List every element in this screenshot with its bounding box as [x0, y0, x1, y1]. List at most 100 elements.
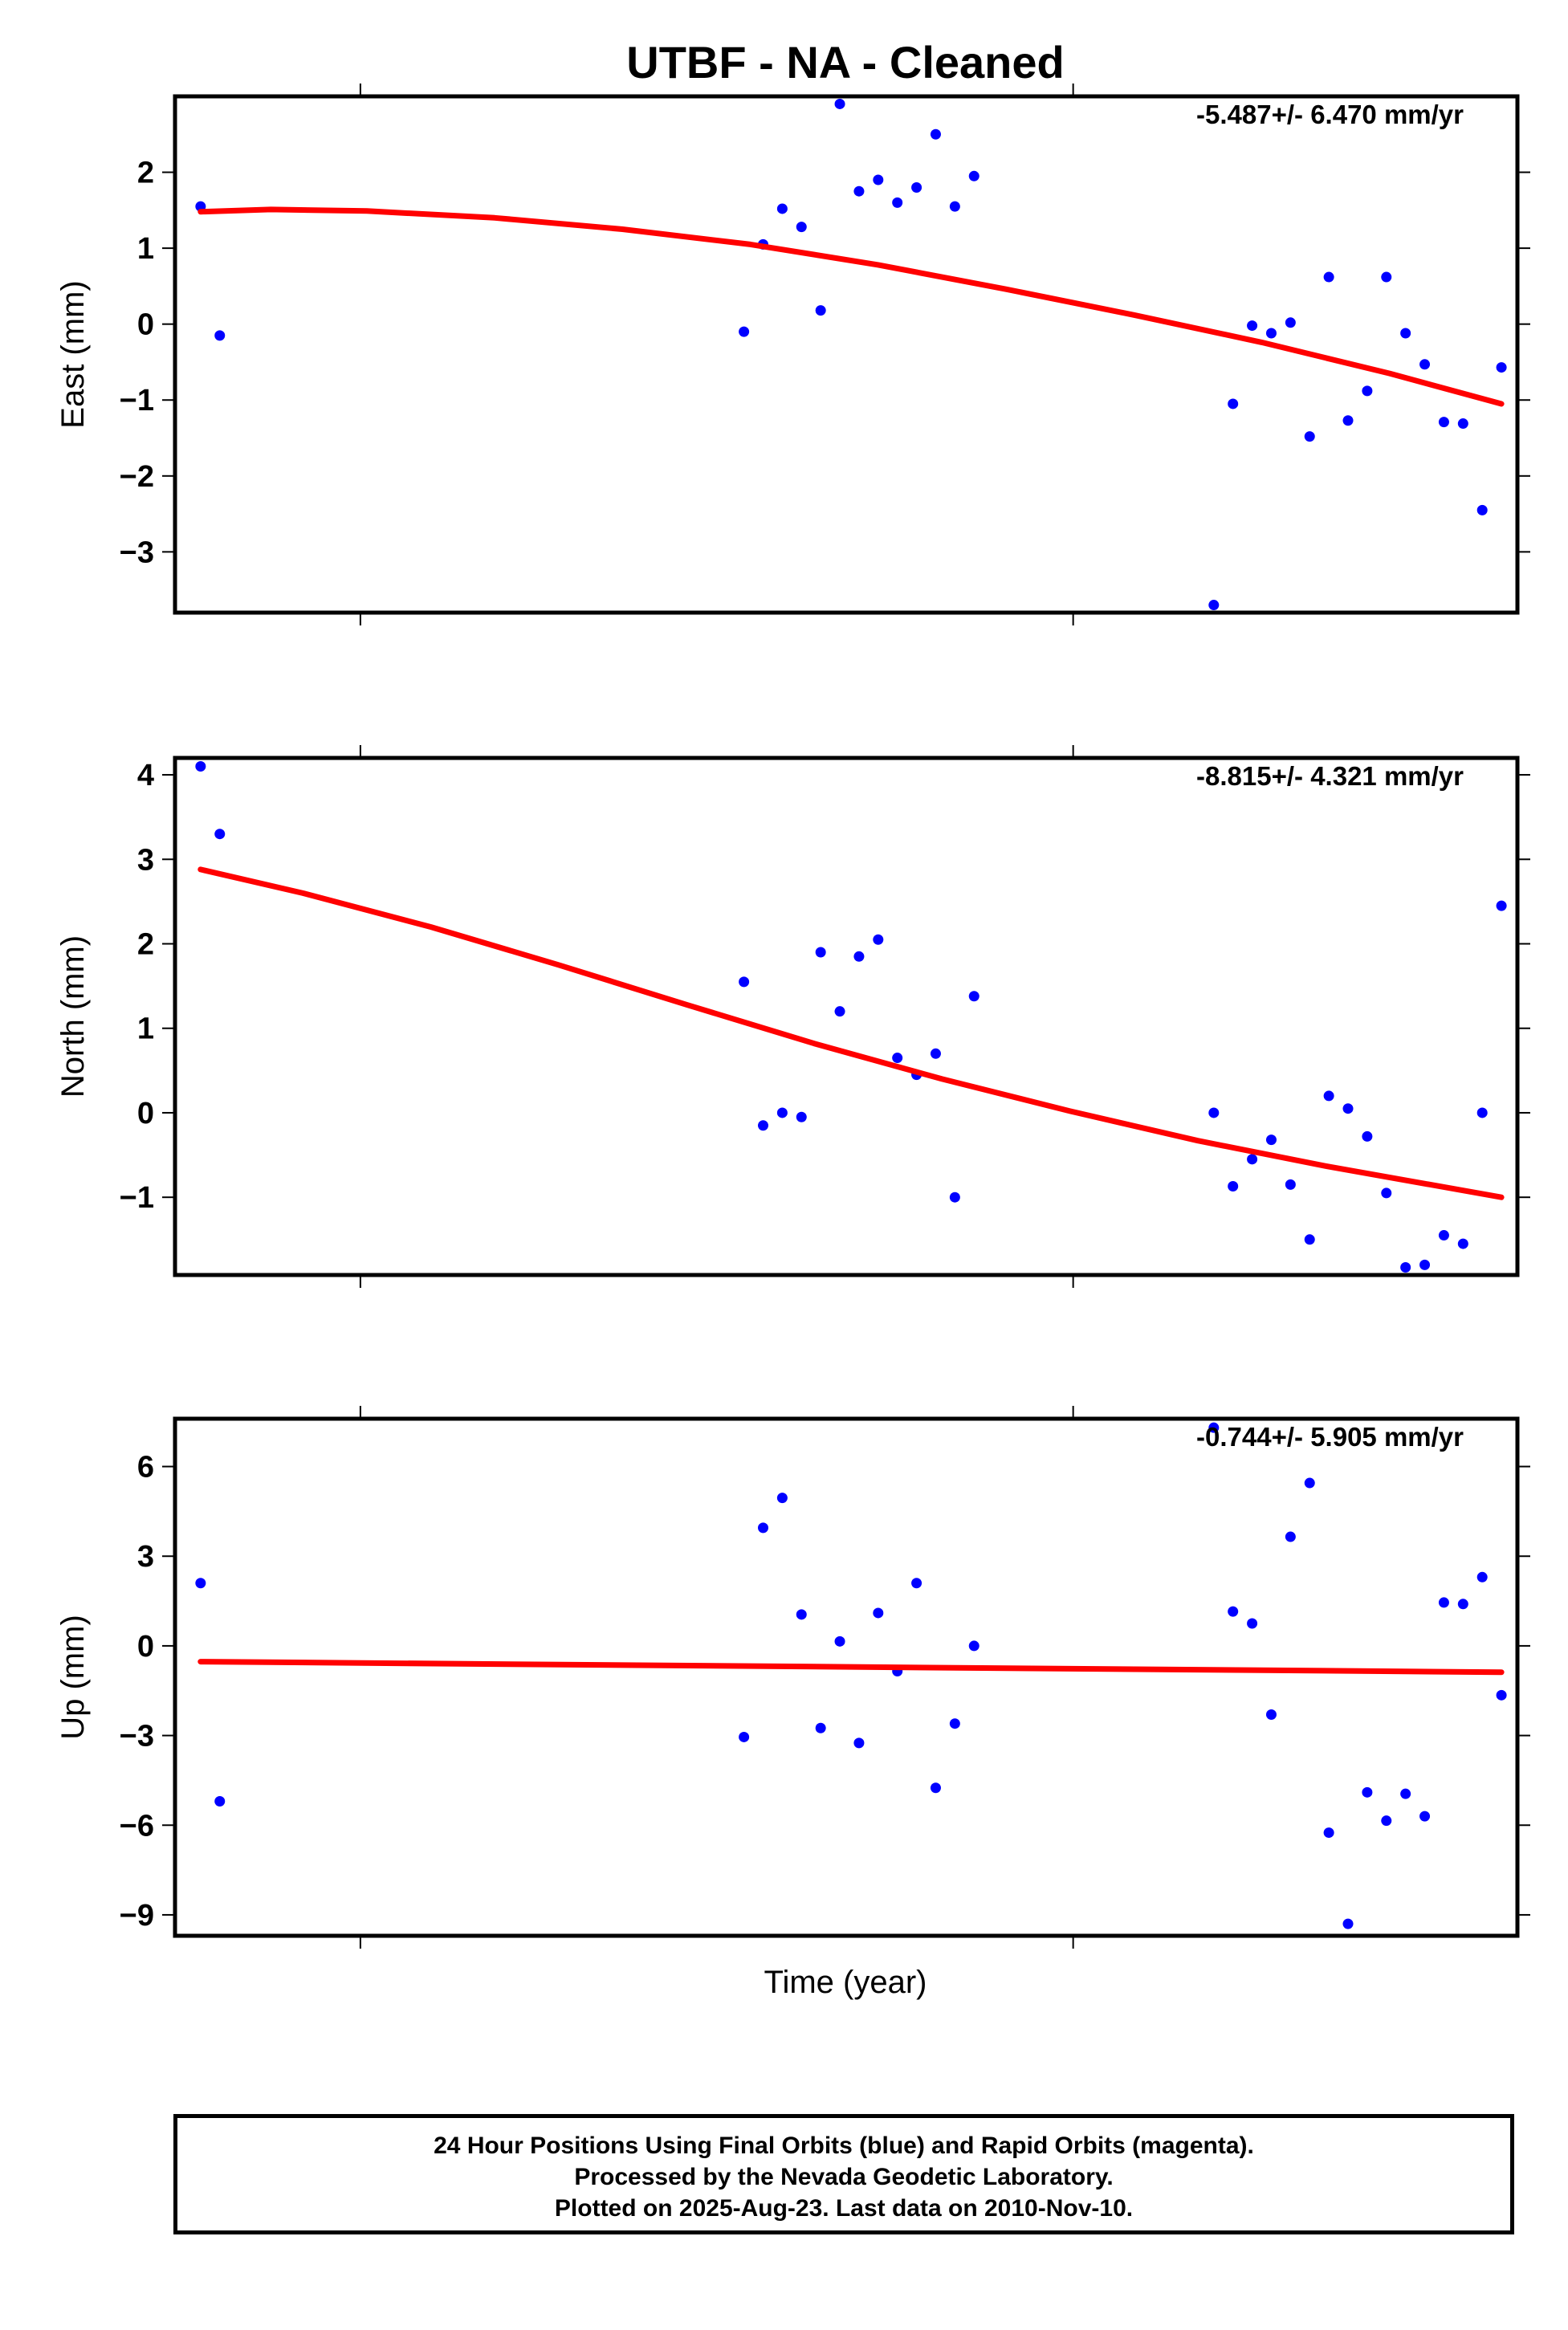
data-point [853, 185, 865, 197]
data-point [1285, 1179, 1296, 1190]
data-point [930, 1048, 941, 1059]
data-point [892, 197, 903, 208]
data-point [1381, 1815, 1392, 1827]
data-point [1362, 385, 1373, 397]
data-point [1247, 320, 1258, 332]
y-tick-label: 3 [137, 1540, 154, 1574]
data-point [834, 98, 845, 109]
data-point [1208, 1107, 1220, 1118]
data-point [757, 1522, 768, 1534]
data-point [1323, 271, 1334, 283]
data-point [214, 330, 226, 341]
data-point [949, 201, 960, 212]
data-point [911, 1578, 922, 1589]
y-tick-label: −2 [120, 460, 154, 494]
data-point [1381, 1187, 1392, 1199]
data-point [1342, 415, 1354, 426]
data-point [1476, 1107, 1488, 1118]
y-tick-label: 3 [137, 843, 154, 877]
data-point [949, 1718, 960, 1729]
data-point [1419, 359, 1431, 370]
data-point [1285, 317, 1296, 328]
data-point [1438, 1597, 1449, 1608]
data-point [796, 1111, 807, 1122]
y-tick-label: −1 [120, 1181, 154, 1215]
data-point [1476, 504, 1488, 515]
y-axis-label: Up (mm) [55, 1615, 91, 1740]
data-point [1208, 600, 1220, 611]
fit-line [198, 206, 1505, 407]
y-tick-label: −1 [120, 384, 154, 418]
data-point [1304, 1477, 1315, 1489]
data-point [911, 181, 922, 193]
data-point [214, 1795, 226, 1807]
data-point [834, 1006, 845, 1017]
caption-line-plotted: Plotted on 2025-Aug-23. Last data on 201… [554, 2195, 1134, 2222]
caption-box: 24 Hour Positions Using Final Orbits (bl… [173, 2114, 1514, 2234]
data-point [757, 1120, 768, 1131]
data-point [1208, 1422, 1220, 1433]
data-point [1438, 1230, 1449, 1241]
y-tick-label: −3 [120, 1720, 154, 1754]
data-point [873, 174, 884, 185]
data-point [739, 976, 750, 988]
data-point [1438, 417, 1449, 428]
data-point [776, 203, 788, 214]
data-point [1265, 1134, 1277, 1146]
up-panel: 6 3 0 −3 −6 −9 Up (mm) -0.744+/- 5.905 mm/yr [55, 1406, 1530, 1949]
y-tick-label: 0 [137, 1630, 154, 1664]
rate-label: -8.815+/- 4.321 mm/yr [1196, 761, 1464, 791]
y-tick-label: −3 [120, 536, 154, 569]
data-point [815, 1722, 826, 1733]
data-point [1228, 1606, 1239, 1617]
data-point [1342, 1918, 1354, 1929]
data-point [796, 222, 807, 233]
y-tick-label: 0 [137, 1097, 154, 1130]
y-tick-label: −9 [120, 1899, 154, 1933]
data-point [1457, 418, 1468, 430]
plot-frame [173, 756, 1520, 1277]
fit-line [198, 1659, 1505, 1676]
y-tick-label: 6 [137, 1451, 154, 1485]
data-point [815, 305, 826, 316]
rate-label: -0.744+/- 5.905 mm/yr [1196, 1422, 1464, 1452]
y-tick-label: −6 [120, 1809, 154, 1843]
caption-line-processed: Processed by the Nevada Geodetic Laborat… [574, 2164, 1114, 2190]
data-point [1362, 1786, 1373, 1798]
data-point [214, 829, 226, 840]
data-point [892, 1053, 903, 1064]
data-point [873, 1607, 884, 1619]
data-point [1400, 328, 1411, 339]
data-point [1400, 1262, 1411, 1273]
data-point [815, 947, 826, 958]
chart-title: UTBF - NA - Cleaned [626, 37, 1064, 88]
data-point [1285, 1531, 1296, 1542]
data-point [1419, 1811, 1431, 1822]
data-point [1228, 1181, 1239, 1192]
data-point [834, 1635, 845, 1647]
data-point [968, 991, 979, 1002]
data-point [1419, 1259, 1431, 1270]
data-point [930, 1782, 941, 1794]
data-point [968, 1640, 979, 1652]
y-axis-label: North (mm) [55, 935, 91, 1098]
east-panel: 2 1 0 −1 −2 −3 East (mm) -5.487+/- 6.470 mm/yr [55, 84, 1530, 625]
data-point [1496, 1689, 1507, 1701]
data-point [1496, 900, 1507, 911]
data-point [1323, 1090, 1334, 1102]
data-point [1400, 1788, 1411, 1799]
data-point [949, 1191, 960, 1203]
plot-frame [173, 1416, 1520, 1938]
data-point [739, 326, 750, 337]
data-point [796, 1609, 807, 1620]
data-point [1342, 1103, 1354, 1114]
data-point [853, 951, 865, 962]
data-point [776, 1493, 788, 1504]
data-point [1265, 1709, 1277, 1721]
data-point [1304, 1234, 1315, 1245]
data-point [873, 934, 884, 945]
y-tick-label: 0 [137, 308, 154, 342]
data-point [930, 128, 941, 140]
data-point [853, 1737, 865, 1749]
north-panel: 4 3 2 1 0 −1 North (mm) -8.815+/- 4.321 mm/yr [55, 745, 1530, 1288]
